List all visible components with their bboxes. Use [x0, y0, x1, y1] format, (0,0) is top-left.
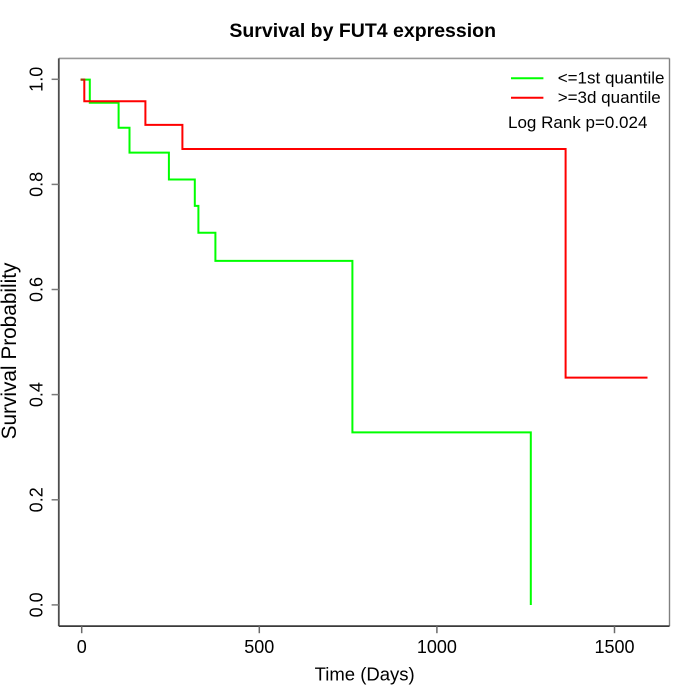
- svg-text:0.4: 0.4: [26, 382, 46, 407]
- svg-text:Survival by FUT4 expression: Survival by FUT4 expression: [229, 20, 496, 42]
- svg-text:<=1st quantile: <=1st quantile: [558, 69, 665, 88]
- svg-text:1000: 1000: [417, 637, 457, 657]
- svg-text:0.6: 0.6: [26, 277, 46, 302]
- svg-text:Time (Days): Time (Days): [315, 664, 415, 685]
- svg-text:Survival Probability: Survival Probability: [0, 262, 21, 439]
- svg-text:500: 500: [244, 637, 274, 657]
- svg-text:>=3d quantile: >=3d quantile: [558, 88, 661, 107]
- svg-text:0.8: 0.8: [26, 172, 46, 197]
- svg-text:1500: 1500: [594, 637, 634, 657]
- svg-text:0.0: 0.0: [26, 592, 46, 617]
- svg-text:Log Rank p=0.024: Log Rank p=0.024: [508, 113, 647, 132]
- svg-text:1.0: 1.0: [26, 67, 46, 92]
- svg-text:0.2: 0.2: [26, 487, 46, 512]
- svg-text:0: 0: [77, 637, 87, 657]
